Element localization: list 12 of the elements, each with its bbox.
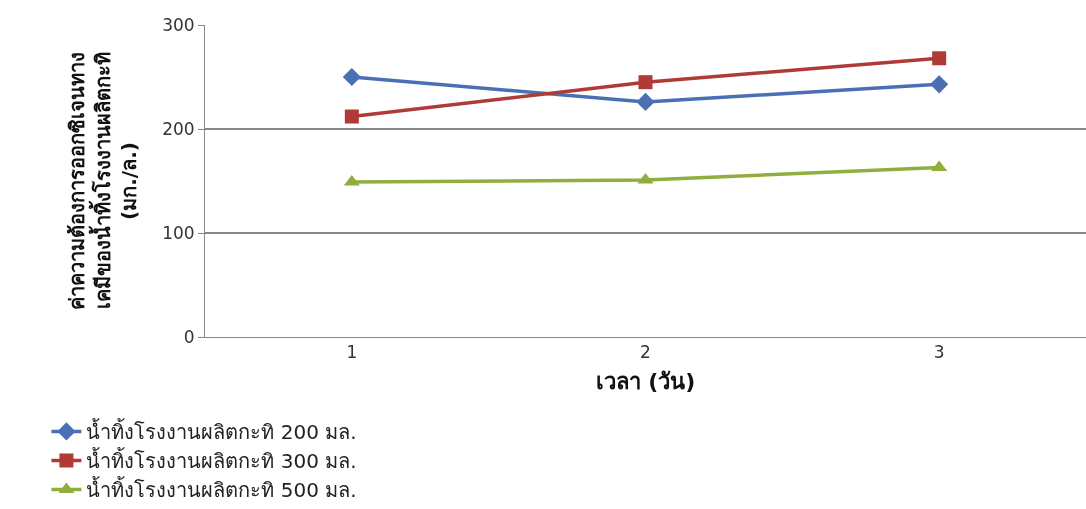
legend-label: น้ำทิ้งโรงงานผลิตกะทิ 200 มล. — [86, 418, 357, 445]
y-axis-title: ค่าความต้องการออกซิเจนทาง เคมีของน้ำทิ้งโรงงานผลิตกะทิ (มก./ล.) — [64, 52, 141, 310]
x-tick-label: 1 — [346, 342, 358, 363]
legend-label: น้ำทิ้งโรงงานผลิตกะทิ 500 มล. — [86, 476, 357, 503]
x-tick-label: 2 — [640, 342, 651, 363]
y-tick-label: 100 — [162, 222, 195, 243]
y-tick-label: 200 — [162, 118, 195, 139]
y-tick-label: 0 — [183, 326, 195, 347]
x-tick-label: 3 — [933, 342, 945, 363]
x-axis-title: เวลา (วัน) — [595, 369, 696, 395]
y-tick-label: 300 — [162, 14, 195, 35]
legend-label: น้ำทิ้งโรงงานผลิตกะทิ 300 มล. — [86, 447, 357, 474]
